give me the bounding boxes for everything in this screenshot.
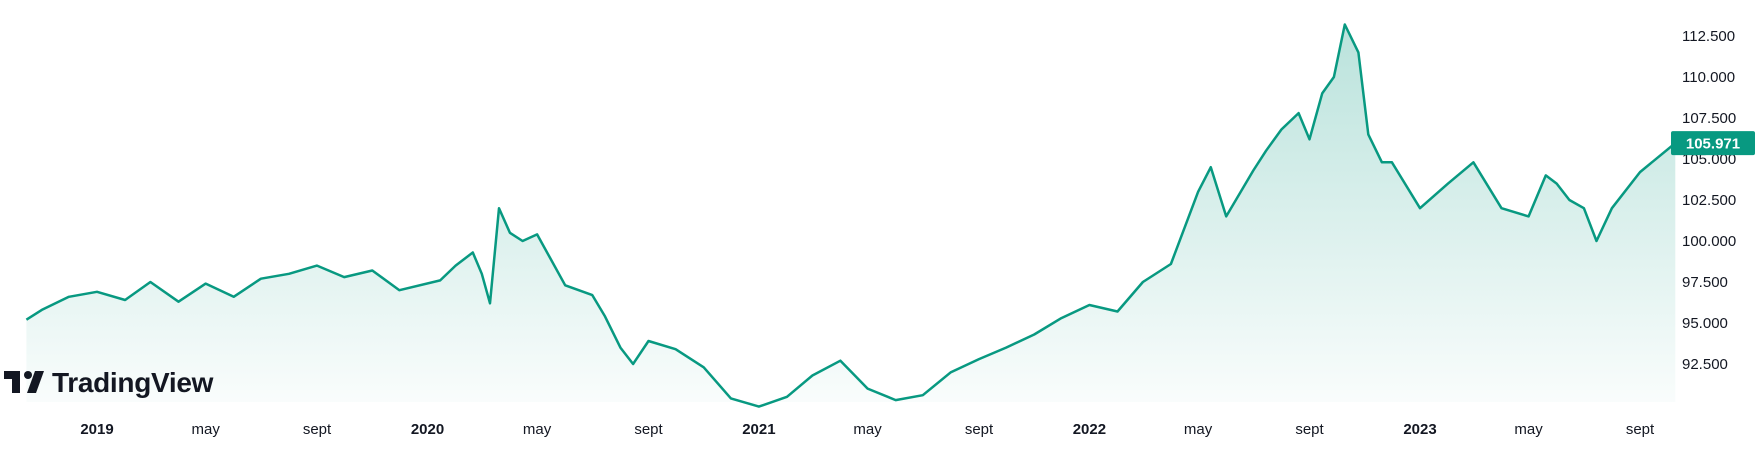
tradingview-logo-text: TradingView bbox=[52, 367, 214, 398]
y-tick-label: 112.500 bbox=[1682, 28, 1735, 45]
x-tick-label: 2021 bbox=[742, 421, 775, 438]
y-tick-label: 92.500 bbox=[1682, 356, 1728, 373]
y-tick-label: 105.000 bbox=[1682, 151, 1736, 168]
y-tick-label: 110.000 bbox=[1682, 69, 1735, 86]
x-tick-label: may bbox=[1514, 421, 1543, 438]
y-tick-label: 97.500 bbox=[1682, 274, 1728, 291]
x-tick-label: 2020 bbox=[411, 421, 444, 438]
x-tick-label: may bbox=[1184, 421, 1213, 438]
y-tick-label: 100.000 bbox=[1682, 233, 1736, 250]
price-line bbox=[25, 23, 1677, 408]
last-value-label: 105.971 bbox=[1686, 136, 1740, 153]
last-value-badge bbox=[1671, 131, 1755, 156]
x-tick-label: sept bbox=[634, 421, 663, 438]
x-tick-label: 2019 bbox=[80, 421, 113, 438]
x-tick-label: may bbox=[853, 421, 882, 438]
y-tick-label: 102.500 bbox=[1682, 192, 1736, 209]
x-tick-label: may bbox=[523, 421, 552, 438]
x-tick-label: 2023 bbox=[1403, 421, 1436, 438]
price-area-fill bbox=[26, 24, 1676, 407]
x-tick-label: sept bbox=[303, 421, 332, 438]
x-tick-label: 2022 bbox=[1073, 421, 1106, 438]
x-tick-label: sept bbox=[965, 421, 994, 438]
tradingview-logo-icon bbox=[4, 371, 44, 393]
y-tick-label: 107.500 bbox=[1682, 110, 1736, 127]
y-tick-label: 95.000 bbox=[1682, 315, 1728, 332]
x-tick-label: may bbox=[192, 421, 221, 438]
x-tick-label: sept bbox=[1626, 421, 1655, 438]
x-tick-label: sept bbox=[1295, 421, 1324, 438]
tradingview-watermark[interactable]: TradingView bbox=[4, 367, 214, 398]
